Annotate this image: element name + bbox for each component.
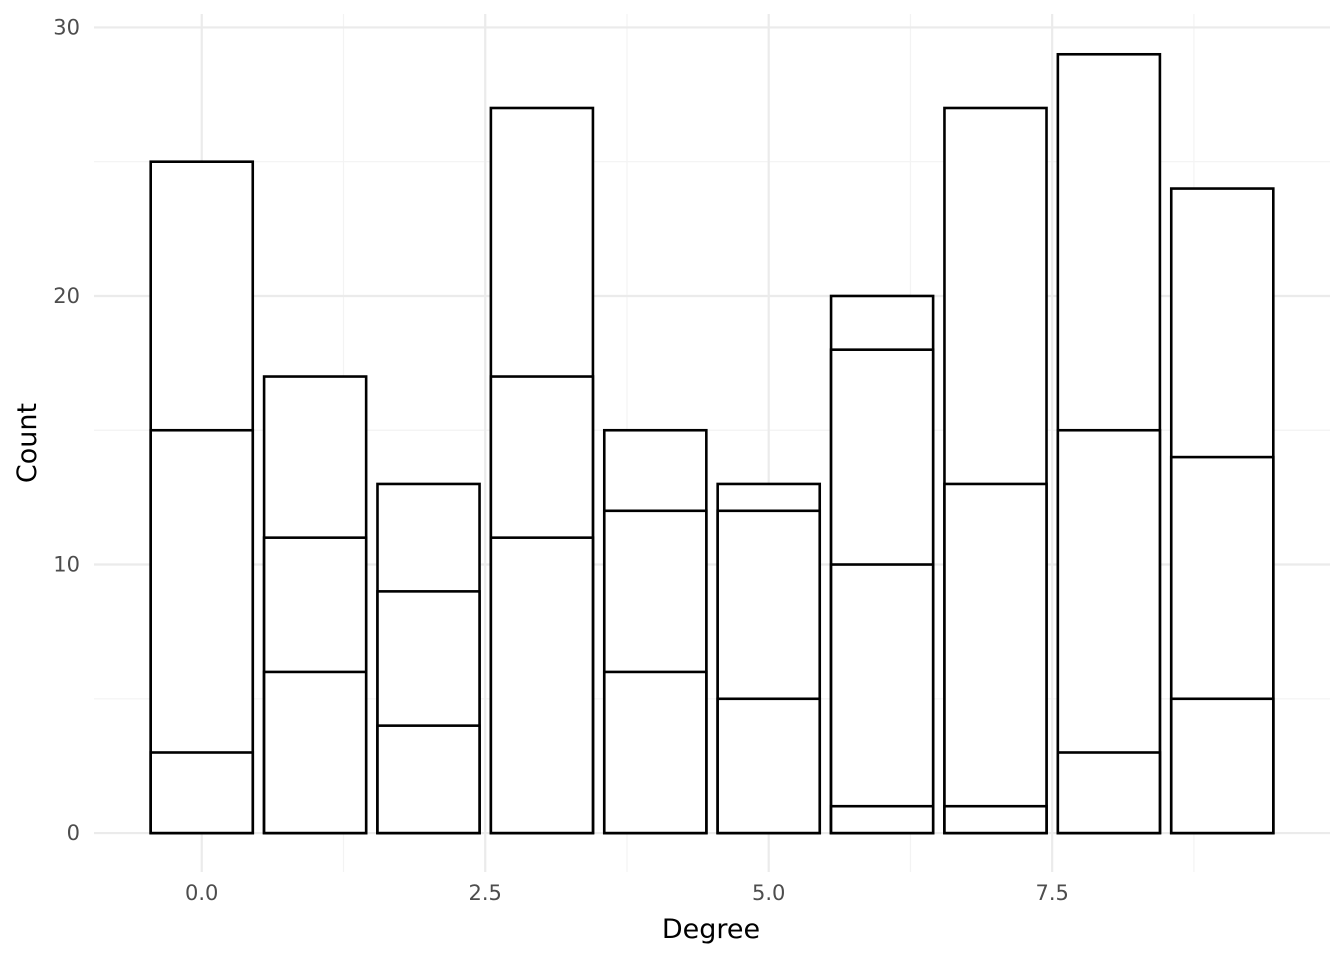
bar-stack	[489, 106, 595, 835]
y-tick-label: 30	[53, 15, 80, 39]
x-tick-label: 7.5	[1035, 881, 1068, 905]
x-tick-label: 2.5	[469, 881, 502, 905]
bar-segment	[1169, 697, 1275, 835]
x-tick-label: 0.0	[185, 881, 218, 905]
bar-segment	[262, 670, 368, 835]
bar-segment	[943, 482, 1048, 835]
y-axis-title: Count	[12, 403, 43, 483]
y-tick-label: 10	[53, 553, 80, 577]
bar-stack-group	[149, 52, 1275, 835]
y-tick-label: 20	[53, 284, 80, 308]
x-tick-labels: 0.0 2.5 5.0 7.5	[185, 881, 1069, 905]
y-tick-labels: 0 10 20 30	[53, 15, 80, 845]
bar-stack	[602, 428, 708, 835]
bar-stack	[716, 482, 822, 835]
bar-segment	[716, 697, 822, 835]
bar-segment	[149, 751, 255, 835]
bar-stack	[1169, 187, 1275, 835]
bar-segment	[489, 536, 595, 835]
bar-stack	[943, 106, 1048, 835]
bar-segment	[1056, 751, 1162, 835]
y-tick-label: 0	[67, 821, 80, 845]
bar-stack	[376, 482, 481, 835]
bar-stack	[262, 375, 368, 835]
bar-stack	[149, 160, 255, 835]
bar-segment	[943, 804, 1048, 835]
bar-segment	[829, 563, 935, 835]
bar-segment	[829, 804, 935, 835]
x-tick-label: 5.0	[752, 881, 785, 905]
x-axis-title: Degree	[662, 914, 760, 945]
bar-segment	[376, 724, 481, 835]
bar-stack	[829, 294, 935, 835]
bar-segment	[602, 670, 708, 835]
bar-stack	[1056, 52, 1162, 835]
